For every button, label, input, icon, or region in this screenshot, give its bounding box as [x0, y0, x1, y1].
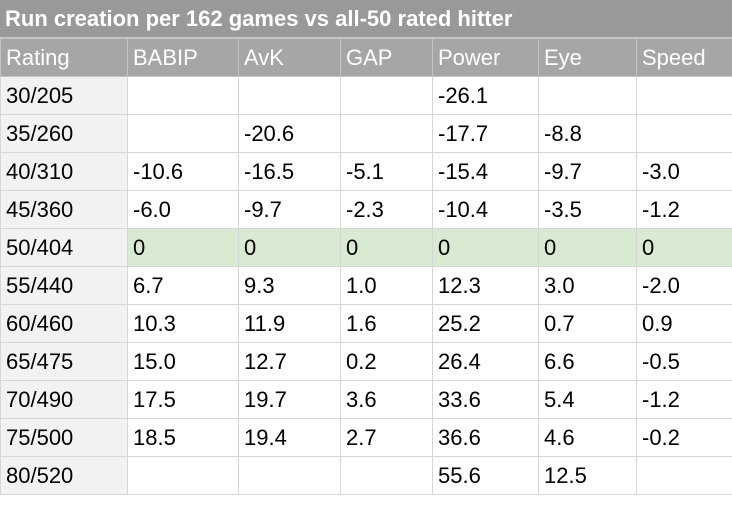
value-cell[interactable]: -0.5 [636, 342, 732, 381]
value-cell[interactable]: 6.7 [127, 266, 239, 305]
value-cell[interactable]: 4.6 [538, 418, 637, 457]
value-cell[interactable] [636, 114, 732, 153]
value-cell[interactable]: -9.7 [238, 190, 341, 229]
value-cell[interactable] [340, 456, 433, 495]
value-cell[interactable]: 15.0 [127, 342, 239, 381]
value-cell[interactable]: 18.5 [127, 418, 239, 457]
table-row: 75/500 18.5 19.4 2.7 36.6 4.6 -0.2 [0, 418, 732, 457]
column-header-gap[interactable]: GAP [340, 38, 433, 77]
column-header-avk[interactable]: AvK [238, 38, 341, 77]
value-cell[interactable]: 19.4 [238, 418, 341, 457]
data-table: Rating BABIP AvK GAP Power Eye Speed 30/… [0, 38, 732, 495]
value-cell[interactable]: 25.2 [432, 304, 539, 343]
header-row: Rating BABIP AvK GAP Power Eye Speed [0, 38, 732, 77]
table-title: Run creation per 162 games vs all-50 rat… [0, 0, 732, 38]
value-cell[interactable]: 0.7 [538, 304, 637, 343]
value-cell[interactable] [238, 76, 341, 115]
table-row: 45/360 -6.0 -9.7 -2.3 -10.4 -3.5 -1.2 [0, 190, 732, 229]
value-cell[interactable]: -16.5 [238, 152, 341, 191]
rating-cell[interactable]: 40/310 [0, 152, 128, 191]
value-cell[interactable] [127, 76, 239, 115]
value-cell[interactable]: -6.0 [127, 190, 239, 229]
value-cell[interactable]: -20.6 [238, 114, 341, 153]
value-cell[interactable]: -10.4 [432, 190, 539, 229]
value-cell[interactable]: 26.4 [432, 342, 539, 381]
column-header-eye[interactable]: Eye [538, 38, 637, 77]
value-cell[interactable]: 3.0 [538, 266, 637, 305]
value-cell[interactable]: -2.3 [340, 190, 433, 229]
table-row: 55/440 6.7 9.3 1.0 12.3 3.0 -2.0 [0, 266, 732, 305]
table-row: 80/520 55.6 12.5 [0, 456, 732, 495]
value-cell[interactable]: -0.2 [636, 418, 732, 457]
value-cell[interactable]: 0 [432, 228, 539, 267]
table-row: 30/205 -26.1 [0, 76, 732, 115]
table-row: 40/310 -10.6 -16.5 -5.1 -15.4 -9.7 -3.0 [0, 152, 732, 191]
value-cell[interactable]: 0 [340, 228, 433, 267]
value-cell[interactable] [127, 114, 239, 153]
rating-cell[interactable]: 35/260 [0, 114, 128, 153]
rating-cell[interactable]: 65/475 [0, 342, 128, 381]
value-cell[interactable]: 5.4 [538, 380, 637, 419]
table-row: 60/460 10.3 11.9 1.6 25.2 0.7 0.9 [0, 304, 732, 343]
rating-cell[interactable]: 45/360 [0, 190, 128, 229]
column-header-speed[interactable]: Speed [636, 38, 732, 77]
column-header-power[interactable]: Power [432, 38, 539, 77]
rating-cell[interactable]: 55/440 [0, 266, 128, 305]
value-cell[interactable]: 2.7 [340, 418, 433, 457]
rating-cell[interactable]: 75/500 [0, 418, 128, 457]
value-cell[interactable]: 36.6 [432, 418, 539, 457]
value-cell[interactable]: -17.7 [432, 114, 539, 153]
value-cell[interactable] [636, 456, 732, 495]
table-row: 70/490 17.5 19.7 3.6 33.6 5.4 -1.2 [0, 380, 732, 419]
value-cell[interactable] [636, 76, 732, 115]
value-cell[interactable]: 6.6 [538, 342, 637, 381]
value-cell[interactable]: 12.3 [432, 266, 539, 305]
value-cell[interactable]: 19.7 [238, 380, 341, 419]
value-cell[interactable]: -9.7 [538, 152, 637, 191]
value-cell[interactable]: 0 [636, 228, 732, 267]
rating-cell[interactable]: 60/460 [0, 304, 128, 343]
value-cell[interactable]: -15.4 [432, 152, 539, 191]
value-cell[interactable]: 1.6 [340, 304, 433, 343]
value-cell[interactable]: -3.5 [538, 190, 637, 229]
value-cell[interactable]: -1.2 [636, 190, 732, 229]
value-cell[interactable] [538, 76, 637, 115]
value-cell[interactable]: -8.8 [538, 114, 637, 153]
value-cell[interactable]: 12.5 [538, 456, 637, 495]
table-row: 65/475 15.0 12.7 0.2 26.4 6.6 -0.5 [0, 342, 732, 381]
value-cell[interactable]: -2.0 [636, 266, 732, 305]
rating-cell[interactable]: 50/404 [0, 228, 128, 267]
value-cell[interactable]: 9.3 [238, 266, 341, 305]
rating-cell[interactable]: 70/490 [0, 380, 128, 419]
value-cell[interactable]: -10.6 [127, 152, 239, 191]
value-cell[interactable]: 10.3 [127, 304, 239, 343]
value-cell[interactable]: 11.9 [238, 304, 341, 343]
value-cell[interactable]: 0.2 [340, 342, 433, 381]
value-cell[interactable]: 1.0 [340, 266, 433, 305]
column-header-babip[interactable]: BABIP [127, 38, 239, 77]
rating-cell[interactable]: 30/205 [0, 76, 128, 115]
rating-cell[interactable]: 80/520 [0, 456, 128, 495]
column-header-rating[interactable]: Rating [0, 38, 128, 77]
value-cell[interactable]: 0 [538, 228, 637, 267]
value-cell[interactable]: -3.0 [636, 152, 732, 191]
value-cell[interactable]: -1.2 [636, 380, 732, 419]
value-cell[interactable]: -5.1 [340, 152, 433, 191]
value-cell[interactable]: 0 [238, 228, 341, 267]
table-row: 35/260 -20.6 -17.7 -8.8 [0, 114, 732, 153]
value-cell[interactable]: 0 [127, 228, 239, 267]
value-cell[interactable]: 55.6 [432, 456, 539, 495]
value-cell[interactable]: 3.6 [340, 380, 433, 419]
value-cell[interactable] [340, 114, 433, 153]
value-cell[interactable]: 12.7 [238, 342, 341, 381]
table-row: 50/404 0 0 0 0 0 0 [0, 228, 732, 267]
value-cell[interactable]: -26.1 [432, 76, 539, 115]
value-cell[interactable] [340, 76, 433, 115]
value-cell[interactable]: 17.5 [127, 380, 239, 419]
value-cell[interactable]: 0.9 [636, 304, 732, 343]
value-cell[interactable]: 33.6 [432, 380, 539, 419]
value-cell[interactable] [127, 456, 239, 495]
value-cell[interactable] [238, 456, 341, 495]
